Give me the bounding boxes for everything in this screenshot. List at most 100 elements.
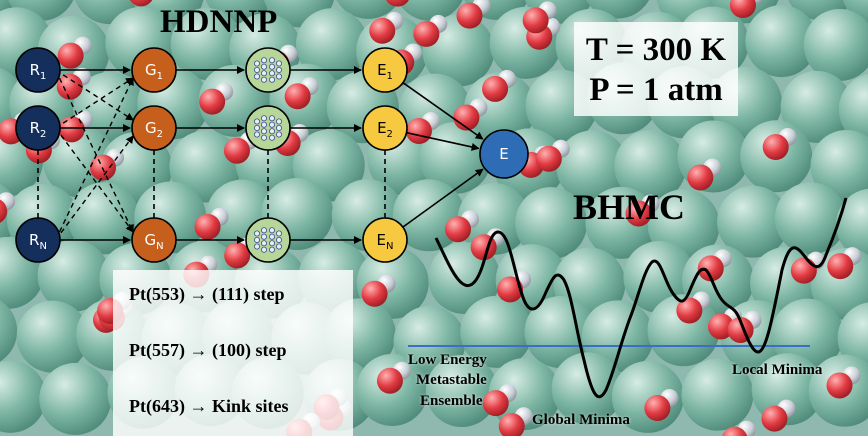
- water-sphere: [771, 298, 844, 371]
- input-node: [15, 105, 61, 151]
- neuron-dot: [275, 67, 282, 74]
- oxygen-sphere: [535, 145, 562, 172]
- pressure-label: P = 1 atm: [589, 72, 723, 108]
- oxygen-sphere: [453, 104, 480, 131]
- surface-sites-box: Pt(553) → (111) step Pt(557) → (100) step…: [113, 270, 353, 436]
- oxygen-sphere: [456, 2, 483, 29]
- global-minima-label: Global Minima: [532, 412, 630, 428]
- descriptor-cross-edge: [55, 135, 134, 241]
- oxygen-sphere: [56, 73, 83, 100]
- oxygen-sphere: [497, 276, 524, 303]
- descriptor-node: [131, 105, 177, 151]
- water-sphere: [16, 300, 89, 373]
- water-sphere: [810, 129, 868, 202]
- oxygen-sphere: [827, 253, 854, 280]
- potential-energy-curve: [434, 197, 848, 399]
- oxygen-sphere: [625, 200, 652, 227]
- water-sphere: [170, 7, 243, 80]
- atomic-energy-node: [362, 217, 408, 263]
- water-sphere: [745, 5, 818, 78]
- water-sphere: [838, 74, 868, 145]
- neuron-dot: [275, 230, 282, 237]
- neuron-dot: [253, 131, 260, 138]
- water-sphere: [169, 130, 242, 203]
- atomic-energy-node: [362, 47, 408, 93]
- descriptor-cross-edge: [55, 127, 134, 233]
- neural-network-icon: [245, 47, 291, 93]
- input-node: [15, 47, 61, 93]
- neuron-dot: [260, 134, 267, 141]
- oxygen-sphere: [644, 395, 671, 422]
- water-sphere: [551, 352, 624, 425]
- oxygen-sphere: [57, 42, 84, 69]
- neural-network-icon: [245, 105, 291, 151]
- water-sphere: [425, 355, 498, 428]
- oxygen-sphere: [58, 116, 85, 143]
- oxygen-sphere: [482, 390, 509, 417]
- sum-edge: [406, 131, 480, 151]
- water-sphere: [717, 185, 790, 258]
- oxygen-sphere: [445, 216, 472, 243]
- oxygen-sphere: [413, 20, 440, 47]
- neuron-dot: [275, 131, 282, 138]
- oxygen-sphere: [386, 0, 409, 7]
- neuron-dot: [260, 63, 267, 70]
- neuron-dot: [253, 125, 260, 132]
- water-sphere: [460, 295, 533, 368]
- conditions-box: T = 300 K P = 1 atm: [574, 22, 738, 116]
- water-sphere: [37, 239, 110, 312]
- neuron-dot: [253, 230, 260, 237]
- water-sphere: [515, 187, 588, 260]
- neuron-dot: [268, 246, 275, 253]
- low-energy-label: Low Energy: [408, 352, 487, 368]
- total-energy-node: [479, 129, 529, 179]
- descriptor-cross-edge: [54, 69, 134, 233]
- oxygen-sphere: [722, 426, 748, 436]
- neuron-dot: [268, 128, 275, 135]
- neural-network-icon: [245, 217, 291, 263]
- neuron-dot: [275, 60, 282, 67]
- neuron-dot: [253, 67, 260, 74]
- metastable-label: Metastable: [416, 372, 487, 388]
- neuron-dot: [260, 240, 267, 247]
- neuron-dot: [260, 227, 267, 234]
- oxygen-sphere: [676, 297, 703, 324]
- neuron-dot: [268, 70, 275, 77]
- surface-site-line: Pt(557) → (100) step: [129, 340, 287, 360]
- neuron-dot: [253, 118, 260, 125]
- oxygen-sphere: [498, 413, 525, 436]
- water-sphere: [803, 8, 868, 81]
- bhmc-title: BHMC: [573, 187, 685, 227]
- hdnnp-title: HDNNP: [160, 4, 278, 40]
- neuron-dot: [260, 76, 267, 83]
- oxygen-sphere: [522, 7, 549, 34]
- descriptor-cross-edge: [54, 77, 134, 241]
- water-sphere: [614, 129, 687, 202]
- descriptor-node: [131, 47, 177, 93]
- neuron-dot: [268, 233, 275, 240]
- oxygen-sphere: [707, 313, 734, 340]
- neuron-dot: [268, 57, 275, 64]
- water-sphere: [0, 360, 47, 433]
- oxygen-sphere: [697, 255, 724, 282]
- neuron-dot: [260, 121, 267, 128]
- water-sphere: [774, 182, 847, 255]
- surface-site-line: Pt(643) → Kink sites: [129, 396, 289, 416]
- neuron-dot: [260, 70, 267, 77]
- oxygen-sphere: [761, 405, 788, 432]
- water-sphere: [397, 0, 463, 21]
- oxygen-sphere: [361, 280, 388, 307]
- neuron-dot: [253, 236, 260, 243]
- water-sphere: [556, 130, 629, 203]
- water-sphere: [810, 247, 868, 320]
- water-sphere: [581, 300, 654, 373]
- neuron-dot: [275, 243, 282, 250]
- water-sphere: [295, 8, 368, 81]
- neuron-dot: [260, 57, 267, 64]
- neuron-dot: [253, 60, 260, 67]
- neuron-dot: [253, 73, 260, 80]
- water-sphere: [43, 125, 116, 198]
- oxygen-sphere: [482, 75, 509, 102]
- oxygen-sphere: [0, 199, 8, 223]
